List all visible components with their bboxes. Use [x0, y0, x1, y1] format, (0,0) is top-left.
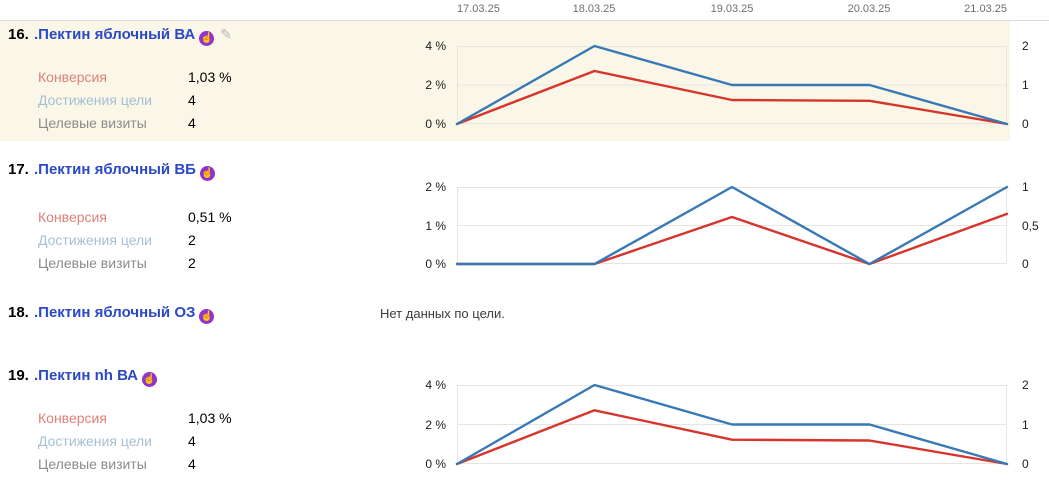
- goal-row-16-title: 16. .Пектин яблочный ВА ☝ ✎: [8, 26, 232, 46]
- chart-left-axis: 2 % 1 % 0 %: [395, 179, 446, 272]
- metric-label-conversion: Конверсия: [38, 209, 107, 225]
- axis-tick-label: 2 %: [425, 180, 446, 194]
- metric-label-target-visits: Целевые визиты: [38, 255, 147, 271]
- row-16-highlight: [0, 21, 1010, 141]
- edit-goal-icon[interactable]: ✎: [220, 26, 232, 42]
- goal-link[interactable]: .Пектин яблочный ОЗ: [34, 304, 196, 321]
- axis-tick-label: 4 %: [425, 378, 446, 392]
- goal-link[interactable]: .Пектин яблочный ВБ: [34, 161, 196, 178]
- axis-tick-label: 0 %: [425, 457, 446, 471]
- axis-tick-label: 2 %: [425, 78, 446, 92]
- date-axis-label: 21.03.25: [964, 3, 1007, 15]
- axis-tick-label: 0: [1022, 257, 1029, 271]
- metric-value-goal-reaches: 2: [188, 232, 196, 248]
- metric-label-goal-reaches: Достижения цели: [38, 433, 153, 449]
- date-axis-line: [0, 20, 1049, 21]
- goal-badge-icon: ☝: [199, 309, 215, 324]
- goal-badge-icon: ☝: [199, 31, 215, 46]
- axis-tick-label: 4 %: [425, 39, 446, 53]
- axis-tick-label: 0 %: [425, 257, 446, 271]
- axis-tick-label: 0,5: [1022, 218, 1039, 233]
- goal-number: 17.: [8, 161, 29, 178]
- goal-number: 16.: [8, 26, 29, 43]
- date-axis-label: 20.03.25: [847, 3, 891, 15]
- metric-label-target-visits: Целевые визиты: [38, 456, 147, 472]
- metric-value-goal-reaches: 4: [188, 433, 196, 449]
- axis-tick-label: 1 %: [425, 218, 446, 233]
- goal-19-trend-chart: [455, 383, 1009, 466]
- axis-tick-label: 2 %: [425, 417, 446, 432]
- date-axis-label: 17.03.25: [457, 3, 500, 15]
- metric-value-goal-reaches: 4: [188, 92, 196, 108]
- goal-row-19-title: 19. .Пектин nh ВА ☝: [8, 367, 158, 387]
- date-axis-label: 18.03.25: [572, 3, 616, 15]
- goal-16-trend-chart: [455, 44, 1009, 126]
- goal-row-17-title: 17. .Пектин яблочный ВБ ☝: [8, 161, 215, 181]
- axis-tick-label: 2: [1022, 39, 1029, 53]
- goal-badge-icon: ☝: [199, 166, 215, 181]
- chart-left-axis: 4 % 2 % 0 %: [395, 377, 446, 472]
- goal-number: 19.: [8, 367, 29, 384]
- goal-row-18-title: 18. .Пектин яблочный ОЗ ☝: [8, 304, 215, 324]
- goal-badge-icon: ☝: [142, 372, 158, 387]
- metric-value-target-visits: 4: [188, 115, 196, 131]
- metric-value-conversion: 0,51 %: [188, 209, 232, 225]
- axis-tick-label: 1: [1022, 417, 1029, 432]
- axis-tick-label: 0: [1022, 117, 1029, 131]
- chart-left-axis: 4 % 2 % 0 %: [395, 38, 446, 132]
- metric-value-target-visits: 2: [188, 255, 196, 271]
- metric-label-goal-reaches: Достижения цели: [38, 232, 153, 248]
- date-axis-label: 19.03.25: [710, 3, 754, 15]
- goal-link[interactable]: .Пектин яблочный ВА: [34, 26, 196, 43]
- goal-link[interactable]: .Пектин nh ВА: [34, 367, 139, 384]
- axis-tick-label: 0 %: [425, 117, 446, 131]
- goal-number: 18.: [8, 304, 29, 321]
- metric-value-target-visits: 4: [188, 456, 196, 472]
- metric-label-conversion: Конверсия: [38, 410, 107, 426]
- axis-tick-label: 1: [1022, 180, 1029, 194]
- metric-label-goal-reaches: Достижения цели: [38, 92, 153, 108]
- chart-right-axis: 2 1 0: [1022, 377, 1049, 472]
- metric-label-conversion: Конверсия: [38, 69, 107, 85]
- axis-tick-label: 1: [1022, 78, 1029, 92]
- goal-17-trend-chart: [455, 185, 1009, 266]
- chart-right-axis: 1 0,5 0: [1022, 179, 1049, 272]
- axis-tick-label: 0: [1022, 457, 1029, 471]
- metric-value-conversion: 1,03 %: [188, 69, 232, 85]
- axis-tick-label: 2: [1022, 378, 1029, 392]
- metric-value-conversion: 1,03 %: [188, 410, 232, 426]
- no-data-message: Нет данных по цели.: [380, 306, 505, 321]
- metric-label-target-visits: Целевые визиты: [38, 115, 147, 131]
- chart-right-axis: 2 1 0: [1022, 38, 1049, 132]
